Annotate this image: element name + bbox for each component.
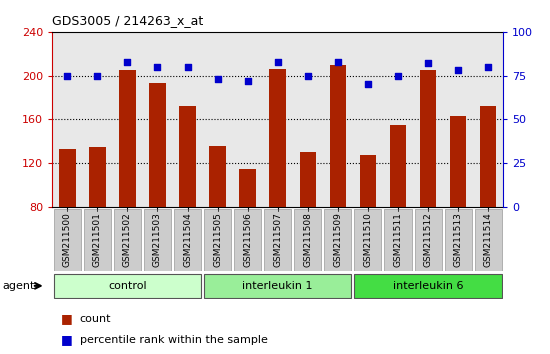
Text: GSM211509: GSM211509 xyxy=(333,212,343,267)
Point xyxy=(183,64,192,70)
Point xyxy=(153,64,162,70)
Text: GSM211502: GSM211502 xyxy=(123,212,132,267)
Bar xyxy=(294,209,321,271)
Bar xyxy=(450,116,466,207)
Text: GSM211512: GSM211512 xyxy=(424,212,433,267)
Point xyxy=(123,59,132,64)
Point xyxy=(213,76,222,82)
Point xyxy=(273,59,282,64)
Bar xyxy=(384,209,411,271)
Text: GSM211505: GSM211505 xyxy=(213,212,222,267)
Point xyxy=(93,73,102,79)
Text: agent: agent xyxy=(3,281,35,291)
Bar xyxy=(420,70,436,207)
Bar xyxy=(270,69,286,207)
Point xyxy=(484,64,493,70)
Text: interleukin 6: interleukin 6 xyxy=(393,281,463,291)
Text: GSM211510: GSM211510 xyxy=(364,212,372,267)
Text: GSM211506: GSM211506 xyxy=(243,212,252,267)
Bar xyxy=(59,149,75,207)
Bar xyxy=(415,209,442,271)
Text: GDS3005 / 214263_x_at: GDS3005 / 214263_x_at xyxy=(52,13,204,27)
Text: percentile rank within the sample: percentile rank within the sample xyxy=(80,335,268,345)
Bar xyxy=(264,209,292,271)
Text: GSM211507: GSM211507 xyxy=(273,212,282,267)
Text: GSM211508: GSM211508 xyxy=(303,212,312,267)
Bar xyxy=(390,125,406,207)
Bar xyxy=(234,209,261,271)
Bar xyxy=(324,209,351,271)
Bar xyxy=(114,209,141,271)
Bar xyxy=(54,209,81,271)
Bar xyxy=(354,274,502,298)
Bar xyxy=(89,147,106,207)
Bar xyxy=(239,169,256,207)
Text: count: count xyxy=(80,314,111,324)
Bar xyxy=(174,209,201,271)
Bar xyxy=(360,154,376,207)
Bar xyxy=(149,83,166,207)
Bar xyxy=(480,106,497,207)
Point xyxy=(454,68,463,73)
Bar xyxy=(300,152,316,207)
Bar xyxy=(84,209,111,271)
Bar xyxy=(475,209,502,271)
Point xyxy=(333,59,342,64)
Text: GSM211500: GSM211500 xyxy=(63,212,72,267)
Text: control: control xyxy=(108,281,147,291)
Text: GSM211501: GSM211501 xyxy=(93,212,102,267)
Text: GSM211504: GSM211504 xyxy=(183,212,192,267)
Point xyxy=(63,73,72,79)
Bar xyxy=(354,209,382,271)
Point xyxy=(243,78,252,84)
Point xyxy=(394,73,403,79)
Text: GSM211503: GSM211503 xyxy=(153,212,162,267)
Text: ■: ■ xyxy=(60,333,72,346)
Text: interleukin 1: interleukin 1 xyxy=(243,281,313,291)
Bar xyxy=(119,70,136,207)
Bar xyxy=(179,106,196,207)
Point xyxy=(304,73,312,79)
Bar xyxy=(204,209,231,271)
Point xyxy=(364,81,372,87)
Bar xyxy=(210,146,226,207)
Bar xyxy=(204,274,351,298)
Text: GSM211513: GSM211513 xyxy=(454,212,463,267)
Bar xyxy=(444,209,472,271)
Bar xyxy=(54,274,201,298)
Text: GSM211514: GSM211514 xyxy=(483,212,493,267)
Bar xyxy=(144,209,171,271)
Text: ■: ■ xyxy=(60,312,72,325)
Point xyxy=(424,61,432,66)
Bar xyxy=(329,65,346,207)
Text: GSM211511: GSM211511 xyxy=(393,212,403,267)
